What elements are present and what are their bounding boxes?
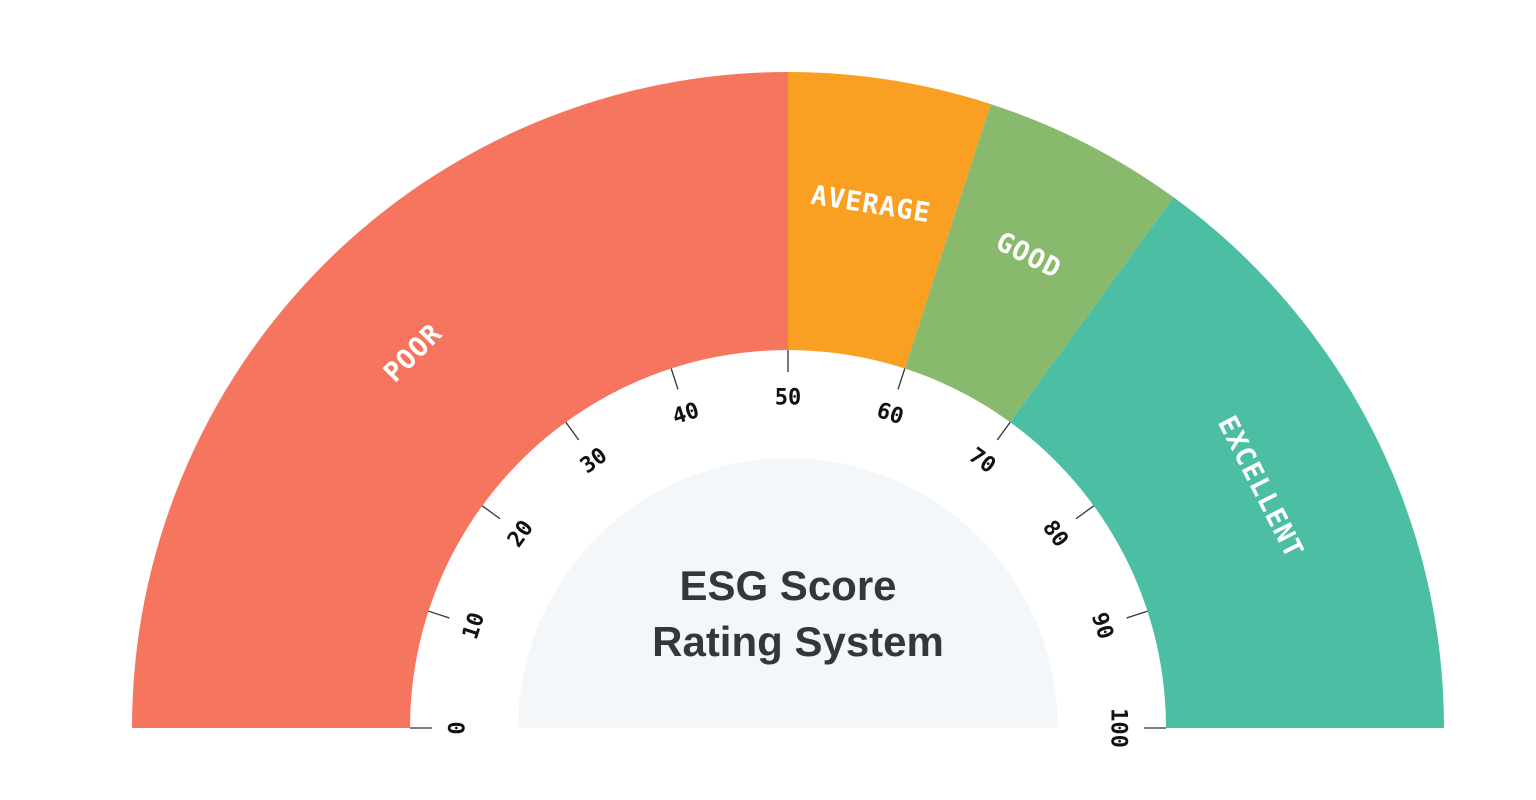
- tick-mark-80: [1075, 505, 1095, 520]
- tick-mark-90: [1126, 610, 1148, 619]
- tick-mark-70: [996, 421, 1011, 441]
- tick-mark-10: [428, 610, 450, 619]
- tick-mark-60: [897, 368, 906, 390]
- tick-label-50: 50: [775, 386, 802, 411]
- title-line-1: ESG Score: [679, 562, 896, 609]
- tick-label-0: 0: [446, 721, 471, 734]
- tick-label-100: 100: [1106, 708, 1131, 748]
- tick-mark-30: [565, 421, 580, 441]
- center-disc: [518, 458, 1058, 728]
- tick-mark-40: [670, 368, 679, 390]
- tick-mark-20: [481, 505, 501, 520]
- title-line-2: Rating System: [652, 618, 944, 665]
